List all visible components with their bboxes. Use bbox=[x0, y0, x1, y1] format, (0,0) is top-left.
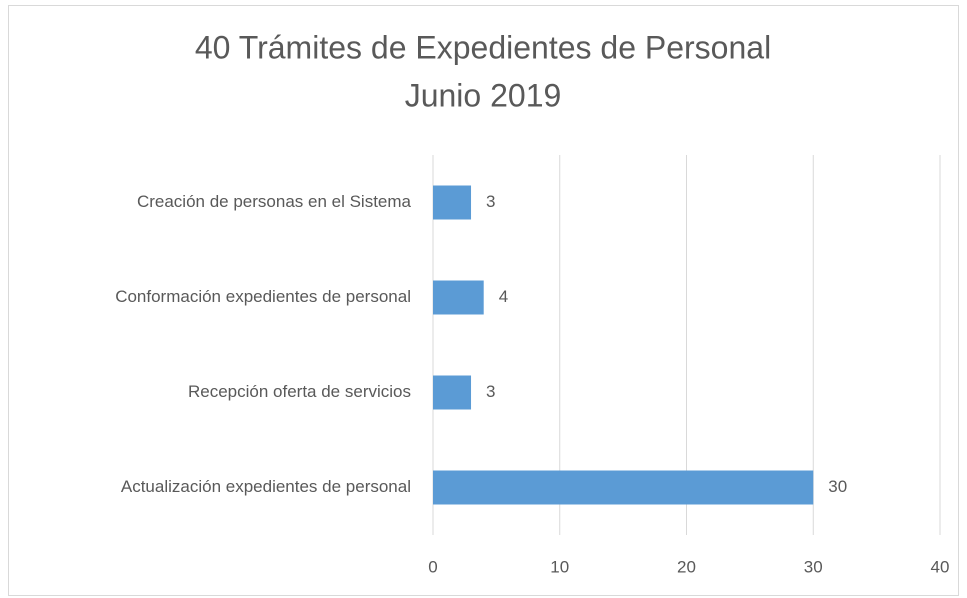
x-tick-label: 40 bbox=[931, 557, 950, 576]
data-label: 30 bbox=[828, 477, 847, 496]
bar bbox=[433, 375, 472, 410]
chart-subtitle: Junio 2019 bbox=[405, 77, 562, 113]
y-tick-label: Creación de personas en el Sistema bbox=[137, 192, 412, 211]
x-tick-label: 0 bbox=[428, 557, 437, 576]
bar bbox=[433, 185, 472, 220]
x-tick-label: 20 bbox=[677, 557, 696, 576]
chart-title: 40 Trámites de Expedientes de Personal bbox=[195, 29, 771, 65]
bar bbox=[433, 470, 814, 505]
x-tick-label: 30 bbox=[804, 557, 823, 576]
y-tick-label: Recepción oferta de servicios bbox=[188, 382, 411, 401]
x-tick-label: 10 bbox=[550, 557, 569, 576]
y-tick-label: Conformación expedientes de personal bbox=[115, 287, 411, 306]
data-label: 4 bbox=[499, 287, 508, 306]
y-tick-label: Actualización expedientes de personal bbox=[121, 477, 411, 496]
bar bbox=[433, 280, 484, 315]
data-label: 3 bbox=[486, 382, 495, 401]
data-label: 3 bbox=[486, 192, 495, 211]
